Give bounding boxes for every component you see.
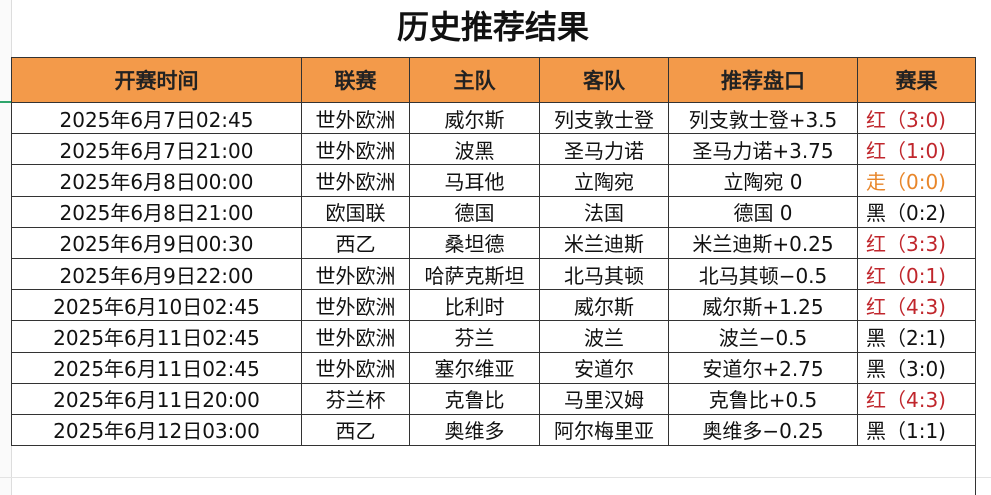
header-time[interactable]: 开赛时间 [11, 57, 302, 103]
cell-pick[interactable]: 北马其顿−0.5 [668, 257, 858, 291]
cell-result[interactable]: 红（1:0) [857, 133, 976, 166]
cell-time[interactable]: 2025年6月11日02:45 [11, 351, 302, 384]
table-row: 2025年6月8日00:00 世外欧洲 马耳他 立陶宛 立陶宛 0 走（0:0) [11, 164, 976, 197]
header-pick[interactable]: 推荐盘口 [668, 57, 858, 103]
cell-time[interactable]: 2025年6月9日00:30 [11, 226, 302, 259]
cell-time[interactable]: 2025年6月9日22:00 [11, 257, 302, 291]
cell-pick[interactable]: 安道尔+2.75 [668, 351, 858, 384]
table-row: 2025年6月10日02:45 世外欧洲 比利时 威尔斯 威尔斯+1.25 红（4:3) [11, 289, 976, 322]
cell-away[interactable]: 北马其顿 [539, 257, 669, 291]
cell-away[interactable]: 波兰 [539, 320, 669, 353]
cell-home[interactable]: 威尔斯 [409, 101, 540, 135]
cell-pick[interactable]: 奥维多−0.25 [668, 413, 858, 447]
cell-away[interactable]: 列支敦士登 [539, 101, 669, 135]
cell-time[interactable]: 2025年6月8日00:00 [11, 164, 302, 197]
cell-pick[interactable]: 波兰−0.5 [668, 320, 858, 353]
cell-pick[interactable]: 德国 0 [668, 195, 858, 228]
cell-time[interactable]: 2025年6月7日02:45 [11, 101, 302, 135]
cell-result[interactable]: 红（3:0) [857, 101, 976, 135]
header-home[interactable]: 主队 [409, 57, 540, 103]
cell-away[interactable]: 法国 [539, 195, 669, 228]
table-row: 2025年6月11日02:45 世外欧洲 芬兰 波兰 波兰−0.5 黑（2:1) [11, 320, 976, 353]
cell-league[interactable]: 芬兰杯 [301, 382, 410, 415]
header-away[interactable]: 客队 [539, 57, 669, 103]
header-result[interactable]: 赛果 [857, 57, 976, 103]
table-row: 2025年6月9日22:00 世外欧洲 哈萨克斯坦 北马其顿 北马其顿−0.5 红（0:1… [11, 257, 976, 291]
cell-time[interactable]: 2025年6月8日21:00 [11, 195, 302, 228]
cell-league[interactable]: 世外欧洲 [301, 289, 410, 322]
cell-away[interactable]: 马里汉姆 [539, 382, 669, 415]
cell-home[interactable]: 哈萨克斯坦 [409, 257, 540, 291]
cell-away[interactable]: 米兰迪斯 [539, 226, 669, 259]
results-table: 开赛时间 联赛 主队 客队 推荐盘口 赛果 2025年6月7日02:45 世外欧洲… [11, 57, 976, 447]
cell-home[interactable]: 马耳他 [409, 164, 540, 197]
cell-time[interactable]: 2025年6月10日02:45 [11, 289, 302, 322]
cell-league[interactable]: 世外欧洲 [301, 320, 410, 353]
header-league[interactable]: 联赛 [301, 57, 410, 103]
cell-home[interactable]: 芬兰 [409, 320, 540, 353]
cell-result[interactable]: 走（0:0) [857, 164, 976, 197]
table-row: 2025年6月8日21:00 欧国联 德国 法国 德国 0 黑（0:2) [11, 195, 976, 228]
cell-pick[interactable]: 列支敦士登+3.5 [668, 101, 858, 135]
cell-result[interactable]: 黑（3:0) [857, 351, 976, 384]
cell-result[interactable]: 黑（2:1) [857, 320, 976, 353]
table-row: 2025年6月11日20:00 芬兰杯 克鲁比 马里汉姆 克鲁比+0.5 红（4:3) [11, 382, 976, 415]
cell-away[interactable]: 威尔斯 [539, 289, 669, 322]
cell-time[interactable]: 2025年6月12日03:00 [11, 413, 302, 447]
cell-result[interactable]: 黑（0:2) [857, 195, 976, 228]
cell-home[interactable]: 塞尔维亚 [409, 351, 540, 384]
table-row: 2025年6月7日02:45 世外欧洲 威尔斯 列支敦士登 列支敦士登+3.5 红（3:0… [11, 101, 976, 135]
cell-away[interactable]: 阿尔梅里亚 [539, 413, 669, 447]
table-row: 2025年6月9日00:30 西乙 桑坦德 米兰迪斯 米兰迪斯+0.25 红（3:3) [11, 226, 976, 259]
cell-time[interactable]: 2025年6月11日20:00 [11, 382, 302, 415]
cell-result[interactable]: 红（4:3) [857, 289, 976, 322]
cell-away[interactable]: 安道尔 [539, 351, 669, 384]
cell-home[interactable]: 比利时 [409, 289, 540, 322]
cell-league[interactable]: 西乙 [301, 226, 410, 259]
cell-home[interactable]: 波黑 [409, 133, 540, 166]
selection-marker [0, 101, 11, 103]
cell-time[interactable]: 2025年6月11日02:45 [11, 320, 302, 353]
cell-away[interactable]: 圣马力诺 [539, 133, 669, 166]
table-row: 2025年6月7日21:00 世外欧洲 波黑 圣马力诺 圣马力诺+3.75 红（1:0) [11, 133, 976, 166]
cell-league[interactable]: 西乙 [301, 413, 410, 447]
grid-line [0, 477, 991, 478]
cell-pick[interactable]: 立陶宛 0 [668, 164, 858, 197]
cell-pick[interactable]: 威尔斯+1.25 [668, 289, 858, 322]
cell-result[interactable]: 红（0:1) [857, 257, 976, 291]
table-row: 2025年6月11日02:45 世外欧洲 塞尔维亚 安道尔 安道尔+2.75 黑（3:0) [11, 351, 976, 384]
cell-away[interactable]: 立陶宛 [539, 164, 669, 197]
cell-result[interactable]: 红（3:3) [857, 226, 976, 259]
cell-result[interactable]: 红（4:3) [857, 382, 976, 415]
table-row: 2025年6月12日03:00 西乙 奥维多 阿尔梅里亚 奥维多−0.25 黑（1:1) [11, 413, 976, 447]
cell-result[interactable]: 黑（1:1) [857, 413, 976, 447]
adjacent-column [975, 57, 991, 495]
cell-league[interactable]: 世外欧洲 [301, 257, 410, 291]
sheet-title: 历史推荐结果 [396, 8, 589, 46]
cell-pick[interactable]: 圣马力诺+3.75 [668, 133, 858, 166]
cell-league[interactable]: 世外欧洲 [301, 101, 410, 135]
cell-league[interactable]: 世外欧洲 [301, 351, 410, 384]
cell-home[interactable]: 克鲁比 [409, 382, 540, 415]
cell-home[interactable]: 奥维多 [409, 413, 540, 447]
cell-pick[interactable]: 米兰迪斯+0.25 [668, 226, 858, 259]
cell-league[interactable]: 欧国联 [301, 195, 410, 228]
cell-time[interactable]: 2025年6月7日21:00 [11, 133, 302, 166]
cell-home[interactable]: 德国 [409, 195, 540, 228]
cell-league[interactable]: 世外欧洲 [301, 133, 410, 166]
header-row: 开赛时间 联赛 主队 客队 推荐盘口 赛果 [11, 57, 976, 103]
cell-league[interactable]: 世外欧洲 [301, 164, 410, 197]
cell-pick[interactable]: 克鲁比+0.5 [668, 382, 858, 415]
cell-home[interactable]: 桑坦德 [409, 226, 540, 259]
